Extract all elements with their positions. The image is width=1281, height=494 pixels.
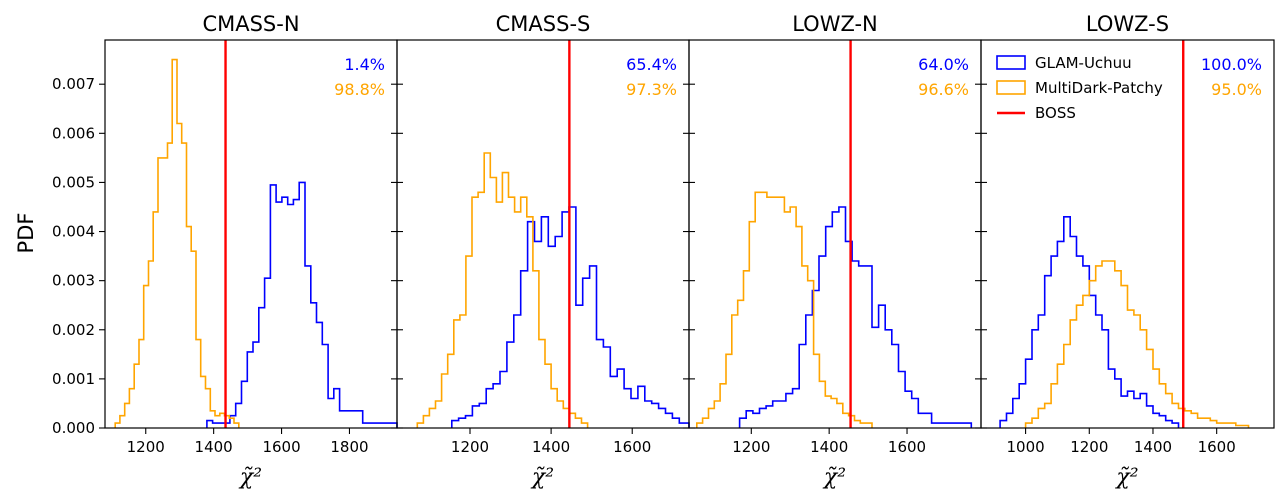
x-tick-label: 1400 — [810, 438, 848, 456]
y-tick-label: 0.007 — [52, 75, 95, 93]
axes-frame — [980, 39, 1275, 429]
legend-item: GLAM-Uchuu — [996, 54, 1132, 72]
histogram-multidark-patchy — [1024, 260, 1250, 428]
patchy-percentage: 97.3% — [626, 80, 677, 99]
x-axis-label: χ̃² — [530, 465, 554, 490]
histogram-multidark-patchy — [114, 58, 240, 428]
y-tick-label: 0.003 — [52, 272, 95, 290]
patchy-percentage: 98.8% — [334, 80, 385, 99]
panel-title: LOWZ-S — [1086, 12, 1169, 36]
x-tick-label: 1600 — [262, 438, 300, 456]
x-tick-label: 1600 — [613, 438, 651, 456]
legend-label: MultiDark-Patchy — [1035, 79, 1163, 97]
panels: 1200 1400 1600 1800 0.000 0.001 0.002 0.003 0.00… — [52, 12, 1275, 490]
panel-cmass-n: 1200 1400 1600 1800 0.000 0.001 0.002 0.003 0.00… — [52, 12, 403, 490]
histogram-multidark-patchy — [696, 191, 873, 428]
x-axis-label: χ̃² — [238, 465, 262, 490]
glam-percentage: 1.4% — [344, 55, 385, 74]
x-tick-label: 1200 — [127, 438, 165, 456]
legend-item: MultiDark-Patchy — [996, 79, 1163, 97]
y-tick-label: 0.000 — [52, 419, 95, 437]
y-tick-label: 0.004 — [52, 223, 95, 241]
y-tick-label: 0.001 — [52, 370, 95, 388]
x-axis-label: χ̃² — [822, 465, 846, 490]
legend-item: BOSS — [997, 104, 1076, 122]
x-tick-label: 1000 — [1006, 438, 1044, 456]
glam-percentage: 100.0% — [1201, 55, 1262, 74]
x-tick-label: 1400 — [195, 438, 233, 456]
x-tick-label: 1200 — [451, 438, 489, 456]
glam-percentage: 65.4% — [626, 55, 677, 74]
x-tick-label: 1200 — [1070, 438, 1108, 456]
y-axis-label: PDF — [14, 213, 38, 254]
x-tick-label: 1400 — [532, 438, 570, 456]
patchy-percentage: 96.6% — [918, 80, 969, 99]
y-tick-label: 0.006 — [52, 124, 95, 142]
x-tick-label: 1400 — [1134, 438, 1172, 456]
panel-title: LOWZ-N — [792, 12, 878, 36]
x-axis-label: χ̃² — [1114, 465, 1138, 490]
legend: GLAM-Uchuu MultiDark-Patchy BOSS — [996, 54, 1163, 122]
panel-title: CMASS-S — [496, 12, 591, 36]
x-tick-label: 1200 — [732, 438, 770, 456]
panel-lowz-s: 1000 1200 1400 1600 LOWZ-S χ̃² 100.0% 95.0% — [975, 12, 1275, 490]
histogram-glam-uchuu — [206, 181, 398, 428]
legend-swatch — [996, 80, 1026, 95]
legend-label: GLAM-Uchuu — [1035, 54, 1132, 72]
y-tick-label: 0.005 — [52, 173, 95, 191]
legend-swatch — [996, 55, 1026, 70]
x-tick-label: 1600 — [888, 438, 926, 456]
panel-title: CMASS-N — [202, 12, 299, 36]
panel-cmass-s: 1200 1400 1600 CMASS-S χ̃² 65.4% 97.3% — [391, 12, 695, 490]
patchy-percentage: 95.0% — [1211, 80, 1262, 99]
histogram-glam-uchuu — [738, 206, 973, 428]
x-tick-label: 1600 — [1198, 438, 1236, 456]
glam-percentage: 64.0% — [918, 55, 969, 74]
legend-label: BOSS — [1035, 104, 1076, 122]
histogram-multidark-patchy — [416, 152, 589, 428]
y-tick-label: 0.002 — [52, 321, 95, 339]
x-tick-label: 1800 — [330, 438, 368, 456]
